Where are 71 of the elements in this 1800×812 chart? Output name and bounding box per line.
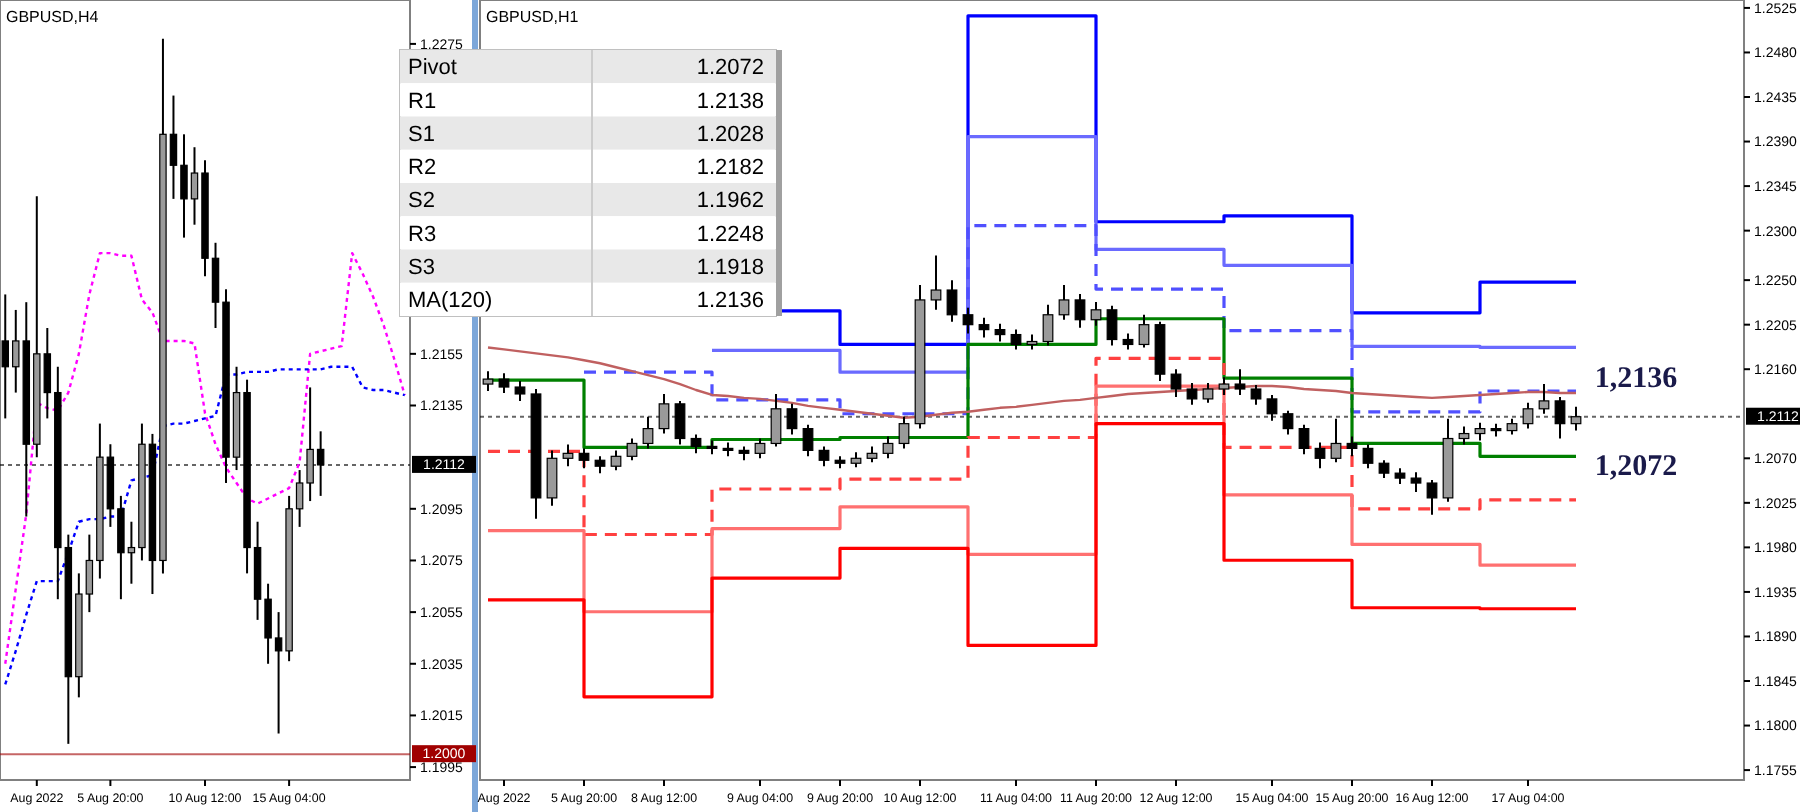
candlestick xyxy=(1202,382,1214,404)
annotation: 1,2072 xyxy=(1594,450,1678,483)
data-label: 1.2028 xyxy=(696,122,764,147)
candlestick xyxy=(642,415,654,450)
data-label: 1.1918 xyxy=(696,255,764,280)
data-label: 1.2072 xyxy=(696,56,764,81)
candlestick xyxy=(930,254,942,311)
line-series xyxy=(4,365,406,686)
candlestick xyxy=(1234,368,1246,396)
candlestick xyxy=(882,435,894,460)
candlestick xyxy=(498,372,510,394)
candlestick xyxy=(1266,393,1278,422)
candlestick xyxy=(1010,328,1022,351)
candlestick xyxy=(786,402,798,436)
candlestick xyxy=(1250,384,1262,406)
candlestick xyxy=(578,447,590,470)
candlestick xyxy=(1074,292,1086,329)
candlestick xyxy=(1298,423,1310,456)
candlestick xyxy=(978,316,990,339)
data-label: 1.2248 xyxy=(696,222,764,247)
text: GBPUSD,H1 xyxy=(486,8,580,26)
text: GBPUSD,H4 xyxy=(6,8,100,26)
candlestick xyxy=(690,433,702,455)
category-label: S1 xyxy=(408,122,435,147)
candlestick xyxy=(1538,383,1550,415)
candlestick xyxy=(962,306,974,335)
line-series xyxy=(486,346,1578,419)
candlestick xyxy=(1426,479,1438,516)
candlestick xyxy=(610,449,622,472)
candlestick xyxy=(770,392,782,448)
category-label: S3 xyxy=(408,255,435,280)
candlestick xyxy=(1522,401,1534,430)
annotation: 1,2136 xyxy=(1594,362,1679,395)
candlestick xyxy=(658,392,670,435)
candlestick xyxy=(1058,284,1070,321)
candlestick xyxy=(1090,300,1102,327)
candlestick xyxy=(1106,304,1118,347)
candlestick xyxy=(1170,368,1182,398)
candlestick xyxy=(946,279,958,323)
candlestick xyxy=(818,445,830,468)
data-label: 1.1962 xyxy=(696,189,764,214)
candlestick xyxy=(562,443,574,468)
candlestick xyxy=(1330,417,1342,464)
candlestick xyxy=(898,415,910,450)
candlestick xyxy=(1410,471,1422,493)
category-label: R3 xyxy=(408,222,437,247)
category-label: S2 xyxy=(408,189,435,214)
category-label: R2 xyxy=(408,156,437,181)
category-label: R1 xyxy=(408,89,437,114)
candlestick xyxy=(1042,303,1054,347)
candlestick xyxy=(1554,395,1566,440)
data-label: 1.2138 xyxy=(696,89,764,114)
line-series xyxy=(4,251,406,665)
candlestick xyxy=(546,449,558,507)
category-label: Pivot xyxy=(408,56,457,81)
candlestick xyxy=(482,370,494,392)
candlestick xyxy=(1282,409,1294,436)
category-label: MA(120) xyxy=(408,289,493,314)
candlestick xyxy=(802,423,814,458)
data-label: 1.2182 xyxy=(696,156,764,181)
candlestick xyxy=(1186,382,1198,406)
candlestick xyxy=(626,437,638,462)
candlestick xyxy=(1570,405,1582,432)
candlestick xyxy=(1138,313,1150,349)
candlestick xyxy=(1346,435,1358,458)
candlestick xyxy=(754,437,766,460)
candlestick xyxy=(674,399,686,446)
data-label: 1.2136 xyxy=(696,289,764,314)
candlestick xyxy=(514,380,526,402)
candlestick xyxy=(1362,443,1374,470)
candlestick xyxy=(1314,441,1326,470)
